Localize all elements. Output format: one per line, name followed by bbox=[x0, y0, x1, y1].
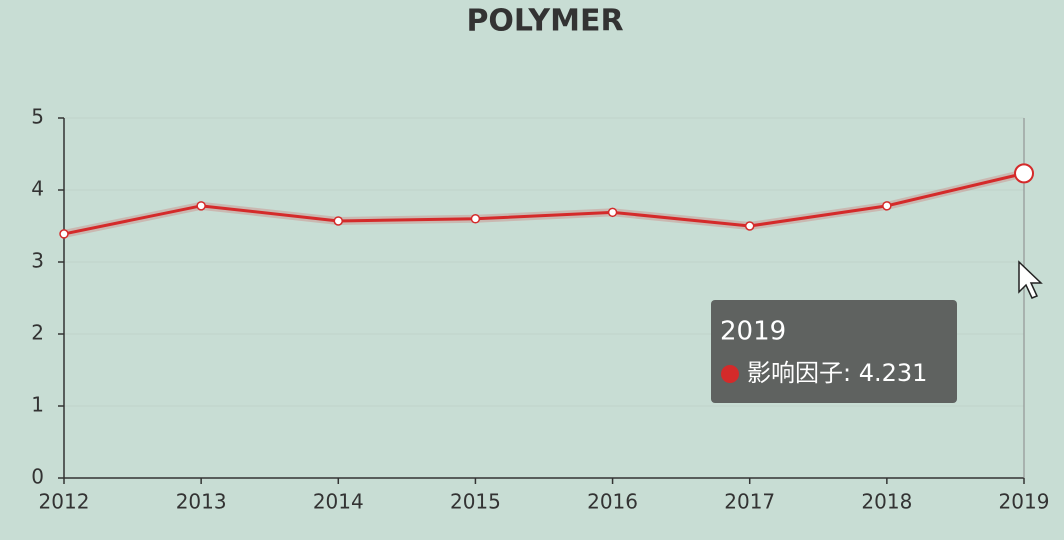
x-tick-label: 2012 bbox=[39, 490, 90, 514]
point bbox=[882, 201, 892, 211]
point bbox=[59, 229, 69, 239]
point bbox=[196, 201, 206, 211]
point bbox=[470, 214, 481, 224]
tooltip: 2019 影响因子: 4.231 bbox=[711, 300, 957, 403]
y-tick-label: 3 bbox=[31, 249, 44, 273]
x-tick-label: 2013 bbox=[176, 490, 227, 514]
y-tick-label: 0 bbox=[31, 465, 44, 489]
x-tick-label: 2014 bbox=[313, 490, 364, 514]
x-tick-label: 2018 bbox=[861, 490, 912, 514]
tooltip-title: 2019 bbox=[720, 317, 786, 347]
x-tick-label: 2016 bbox=[587, 490, 638, 514]
x-tick-label: 2015 bbox=[450, 490, 501, 514]
point bbox=[333, 216, 344, 226]
tooltip-label: 影响因子: 4.231 bbox=[747, 359, 927, 387]
point bbox=[1014, 163, 1034, 184]
x-tick-label: 2017 bbox=[724, 490, 775, 514]
x-tick-label: 2019 bbox=[999, 490, 1050, 514]
point bbox=[607, 207, 618, 218]
y-tick-label: 5 bbox=[31, 105, 44, 129]
point bbox=[744, 221, 755, 231]
line bbox=[63, 171, 1025, 236]
chart-title: POLYMER bbox=[466, 4, 623, 39]
tooltip-marker bbox=[721, 365, 739, 383]
tooltip-box bbox=[711, 300, 957, 403]
y-tick-label: 4 bbox=[31, 177, 44, 201]
cursor bbox=[1018, 260, 1043, 299]
y-tick-label: 1 bbox=[31, 393, 44, 417]
y-tick-label: 2 bbox=[31, 321, 44, 345]
